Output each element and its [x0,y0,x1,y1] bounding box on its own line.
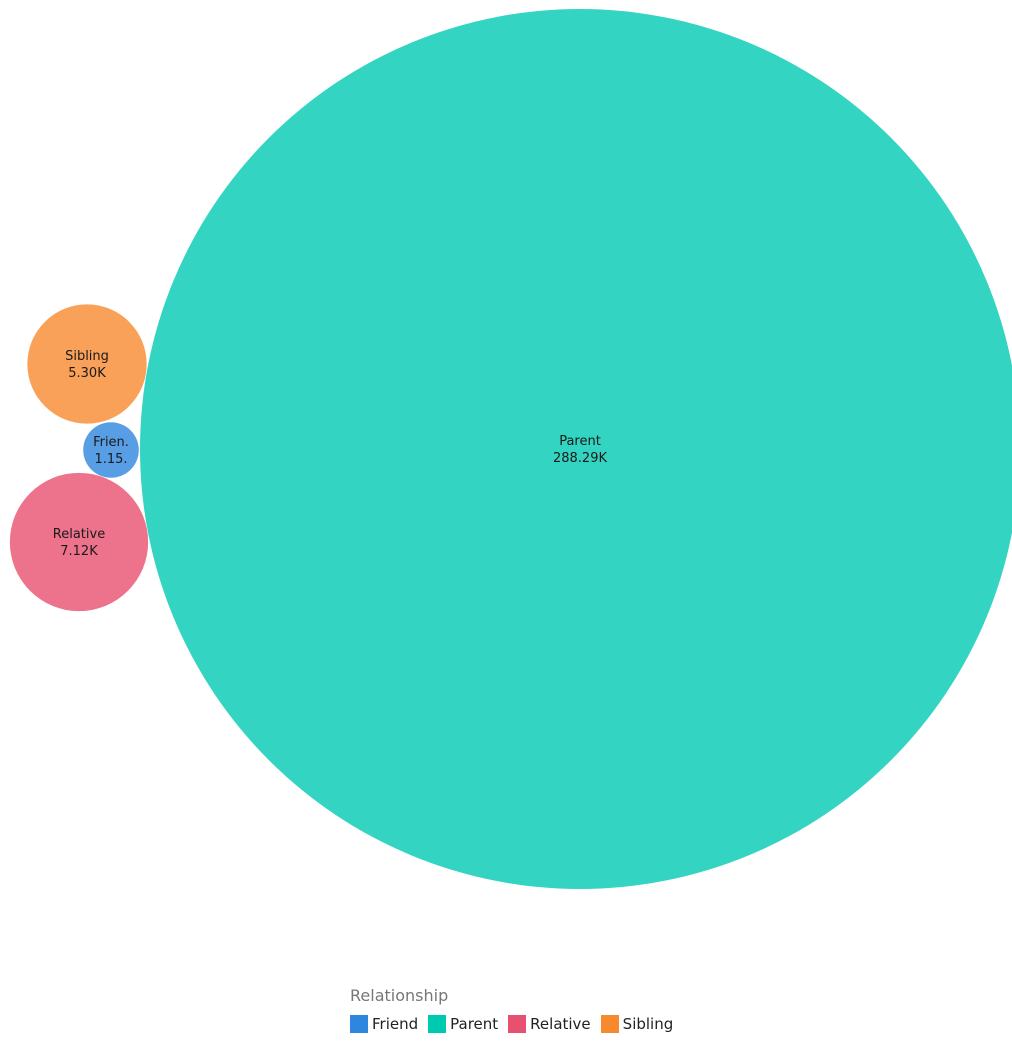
legend-label-friend: Friend [372,1015,419,1033]
legend-swatch-sibling [600,1015,619,1033]
legend-item-relative[interactable]: Relative [508,1015,591,1033]
legend-label-relative: Relative [530,1015,591,1033]
legend-items: Friend Parent Relative Sibling [350,1014,673,1034]
bubble-value-parent: 288.29K [553,451,607,466]
bubble-relative[interactable] [9,472,149,612]
bubble-label-friend: Frien. [93,435,129,450]
bubble-label-sibling: Sibling [65,349,109,364]
legend-swatch-friend [350,1015,368,1033]
legend-item-friend[interactable]: Friend [350,1015,418,1033]
legend-item-parent[interactable]: Parent [428,1015,498,1033]
bubble-label-relative: Relative [53,527,105,542]
bubble-parent[interactable] [140,9,1012,889]
bubble-value-relative: 7.12K [60,544,98,559]
bubble-value-friend: 1.15. [94,452,127,467]
legend-label-sibling: Sibling [622,1015,674,1033]
legend-swatch-parent [428,1015,447,1033]
bubble-friend[interactable] [83,422,139,478]
legend-item-sibling[interactable]: Sibling [600,1015,674,1033]
bubble-label-parent: Parent [559,434,601,449]
bubble-sibling[interactable] [27,304,147,424]
legend: Relationship Friend Parent Relative Sibl… [350,986,673,1034]
legend-label-parent: Parent [450,1015,499,1033]
legend-swatch-relative [508,1015,527,1033]
legend-title: Relationship [350,986,449,1005]
bubble-value-sibling: 5.30K [68,366,106,381]
